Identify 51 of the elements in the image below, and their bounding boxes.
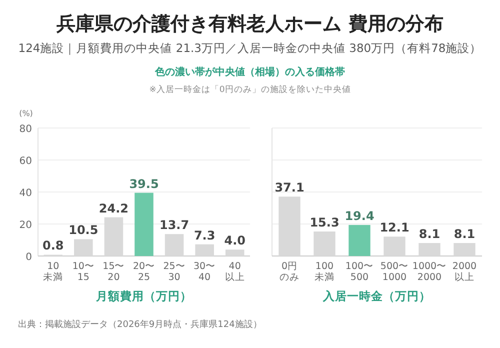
chart-title: 兵庫県の介護付き有料老人ホーム 費用の分布 [56,13,444,35]
data-label: 13.7 [159,218,190,232]
data-label: 4.0 [224,234,246,248]
source-note: 出典：掲載施設データ（2026年9月時点・兵庫県124施設） [18,319,262,330]
data-label: 8.1 [454,227,476,242]
data-label: 12.1 [380,220,410,235]
y-tick-label: 20 [19,220,32,231]
x-tick-label: 0円のみ [280,261,300,283]
bar [225,250,244,256]
chart-subtitle: 124施設｜月額費用の中央値 21.3万円／入居一時金の中央値 380万円（有料78施設） [18,41,482,55]
x-tick-label: 25〜 30 [163,261,186,283]
data-label: 0.8 [42,238,64,253]
x-tick-label: 15〜 20 [102,261,125,283]
data-label: 10.5 [68,223,98,238]
x-tick-label: 40 以上 [224,261,245,283]
bar [104,217,124,256]
bar [195,244,214,256]
x-tick-label: 100〜 500 [345,261,374,283]
x-tick-label: 30〜 40 [194,261,216,283]
x-tick-label: 20〜 25 [132,261,156,283]
bar [164,234,184,256]
x-tick-label: 100 未満 [314,261,334,283]
x-tick-label: 1000〜 2000 [412,261,447,283]
x-tick-label: 500〜 1000 [380,261,409,283]
bar [348,224,370,256]
data-label: 19.4 [344,208,374,223]
x-axis-title: 月額費用（万円） [95,289,192,303]
bar [74,239,93,256]
data-label: 24.2 [98,201,129,216]
y-axis-title: (%) [19,109,33,118]
data-label: 39.5 [129,176,159,191]
x-axis-title: 入居一時金（万円） [322,289,431,303]
x-tick-label: 10 未満 [43,261,64,283]
data-label: 8.1 [418,227,440,242]
bar [134,192,154,256]
data-label: 15.3 [310,216,340,230]
bar [314,232,336,256]
y-tick-label: 80 [19,124,32,135]
y-tick-label: 40 [19,188,32,199]
data-label: 37.1 [274,180,304,195]
y-tick-label: 0 [26,252,32,263]
text: 色の濃い帯が中央値（相場）の入る価格帯 [154,66,345,78]
bar [278,196,300,256]
y-tick-label: 60 [19,156,32,167]
data-label: 7.3 [194,228,216,242]
bar [454,243,476,256]
x-tick-label: 10〜 15 [72,261,94,283]
x-tick-label: 2000 以上 [452,261,477,283]
text: ※入居一時金は「0円のみ」の施設を除いた中央値 [149,84,351,95]
bar [384,236,406,256]
bar [418,243,440,256]
